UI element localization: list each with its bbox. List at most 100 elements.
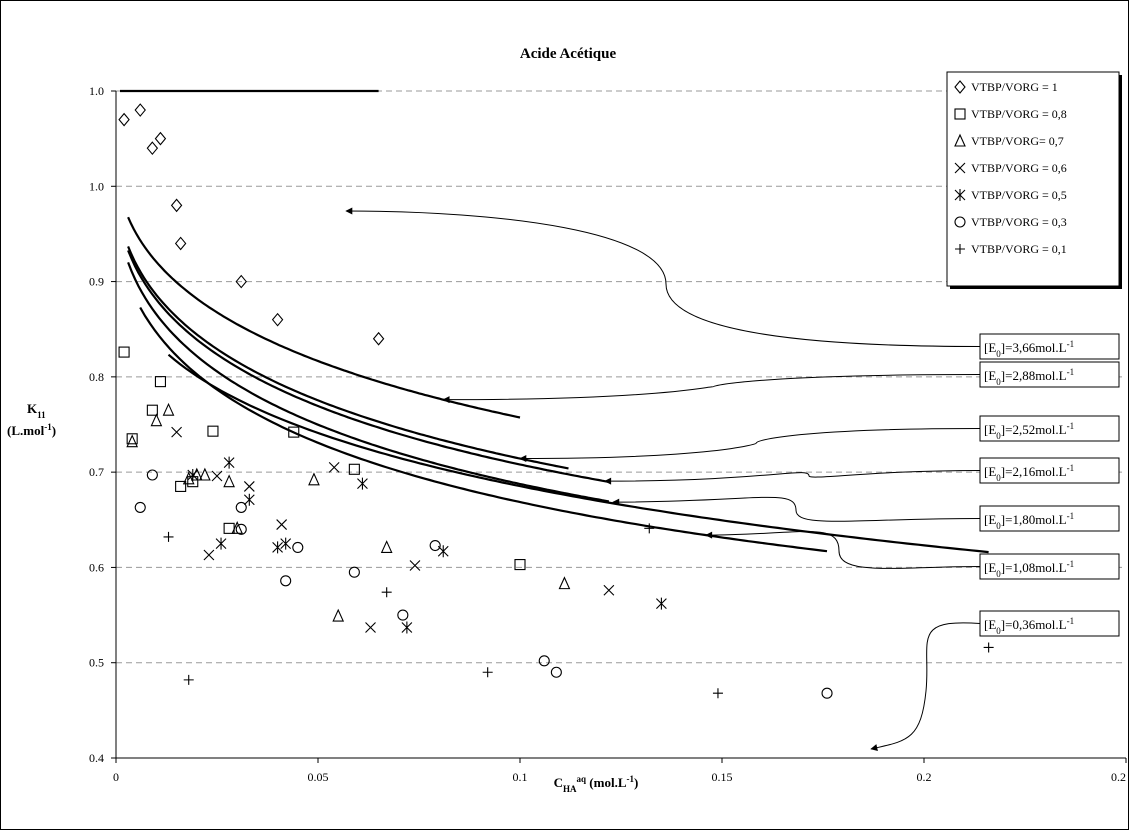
x-tick-label: 0.2 <box>1111 770 1126 784</box>
point-asterisk <box>223 456 235 469</box>
point-plus <box>983 642 994 653</box>
point-triangle <box>380 540 393 553</box>
point-triangle <box>150 413 163 427</box>
y-tick-label: 0.8 <box>89 370 104 384</box>
x-tick-label: 0.1 <box>513 770 528 784</box>
point-plus <box>482 667 493 678</box>
point-asterisk <box>954 189 966 201</box>
point-square <box>207 425 219 437</box>
point-square <box>348 463 360 475</box>
callout-box <box>979 610 1120 637</box>
point-plus <box>712 688 723 699</box>
y-axis-label-line1: K11 <box>27 401 46 420</box>
callout-box <box>979 505 1120 532</box>
callout-label: [E0]=2,16mol.L-1 <box>984 463 1074 483</box>
fitted-curve <box>127 216 521 419</box>
callout-box <box>979 457 1120 484</box>
point-diamond <box>235 274 247 289</box>
point-plus <box>644 523 655 534</box>
callout-box <box>979 333 1120 360</box>
point-x <box>365 622 376 633</box>
y-ticks: 0.4 0.5 0.6 0.7 0.8 0.9 1.0 1.0 <box>89 84 116 765</box>
legend-entry: VTBP/VORG = 0,6 <box>971 161 1067 175</box>
x-tick-label: 0 <box>113 770 119 784</box>
point-asterisk <box>272 541 283 554</box>
point-circle <box>538 655 550 667</box>
point-square <box>175 480 187 492</box>
legend-entry: VTBP/VORG = 0,1 <box>971 242 1067 256</box>
point-diamond <box>174 236 187 251</box>
point-square <box>514 559 526 571</box>
point-circle <box>146 469 158 481</box>
point-plus <box>955 244 965 254</box>
point-triangle <box>182 471 195 485</box>
y-tick-label: 1.0 <box>89 179 104 193</box>
chart-title: Acide Acétique <box>520 46 617 62</box>
point-triangle <box>308 472 320 486</box>
point-triangle <box>199 467 211 481</box>
point-diamond <box>118 112 130 127</box>
point-square <box>126 433 138 445</box>
callout-box <box>979 415 1120 442</box>
point-circle <box>134 501 146 513</box>
x-tick-label: 0.05 <box>308 770 329 784</box>
point-circle <box>348 566 360 578</box>
fitted-curve <box>139 306 828 553</box>
callout-connector <box>345 207 981 347</box>
point-circle <box>954 216 966 228</box>
x-tick-label: 0.2 <box>917 770 932 784</box>
point-x <box>328 461 340 473</box>
point-x <box>203 549 215 561</box>
point-x <box>276 519 288 530</box>
fitted-curve <box>167 353 989 554</box>
y-tick-label: 0.6 <box>89 560 104 574</box>
fitted-curves <box>120 89 989 554</box>
point-circle <box>292 541 304 553</box>
point-circle <box>821 687 833 699</box>
y-tick-label: 0.9 <box>89 275 104 289</box>
point-asterisk <box>280 537 292 550</box>
callout-box <box>979 361 1120 388</box>
callout-connector <box>870 622 981 752</box>
callout-connector <box>519 428 981 463</box>
point-triangle <box>190 467 203 481</box>
point-plus <box>163 531 174 542</box>
x-axis-label: CHAaq (mol.L-1) <box>554 774 639 794</box>
point-asterisk <box>401 621 413 634</box>
point-asterisk <box>187 469 199 482</box>
point-diamond <box>154 131 167 146</box>
y-tick-label: 1.0 <box>89 84 104 98</box>
point-diamond <box>170 198 183 213</box>
point-asterisk <box>215 537 227 550</box>
callout-label: [E0]=1,80mol.L-1 <box>984 511 1074 531</box>
point-asterisk <box>243 493 255 506</box>
legend: VTBP/VORG = 1 VTBP/VORG = 0,8 VTBP/VORG= 0… <box>946 71 1122 289</box>
legend-entry: VTBP/VORG = 1 <box>971 80 1058 94</box>
callout-label: [E0]=2,52mol.L-1 <box>984 421 1074 441</box>
point-circle <box>429 539 441 552</box>
point-triangle <box>332 608 345 622</box>
data-points <box>118 103 994 699</box>
point-circle <box>397 609 409 621</box>
callout-label: [E0]=3,66mol.L-1 <box>984 339 1074 359</box>
point-circle <box>550 666 562 678</box>
point-triangle <box>954 133 966 147</box>
x-ticks: 0 0.05 0.1 0.15 0.2 0.2 <box>113 758 1127 784</box>
callout-box <box>979 553 1120 580</box>
point-square <box>954 108 966 120</box>
callout-connector <box>442 374 981 404</box>
callout-connector <box>705 531 981 569</box>
callout-connectors <box>345 207 981 752</box>
point-square <box>154 376 166 388</box>
legend-box <box>946 71 1120 287</box>
point-triangle <box>126 434 139 448</box>
point-circle <box>280 575 292 587</box>
point-x <box>171 426 182 438</box>
y-tick-label: 0.4 <box>89 751 104 765</box>
point-x <box>243 481 255 492</box>
point-diamond <box>954 80 966 94</box>
callout-connector <box>604 470 981 485</box>
point-asterisk <box>656 597 667 610</box>
